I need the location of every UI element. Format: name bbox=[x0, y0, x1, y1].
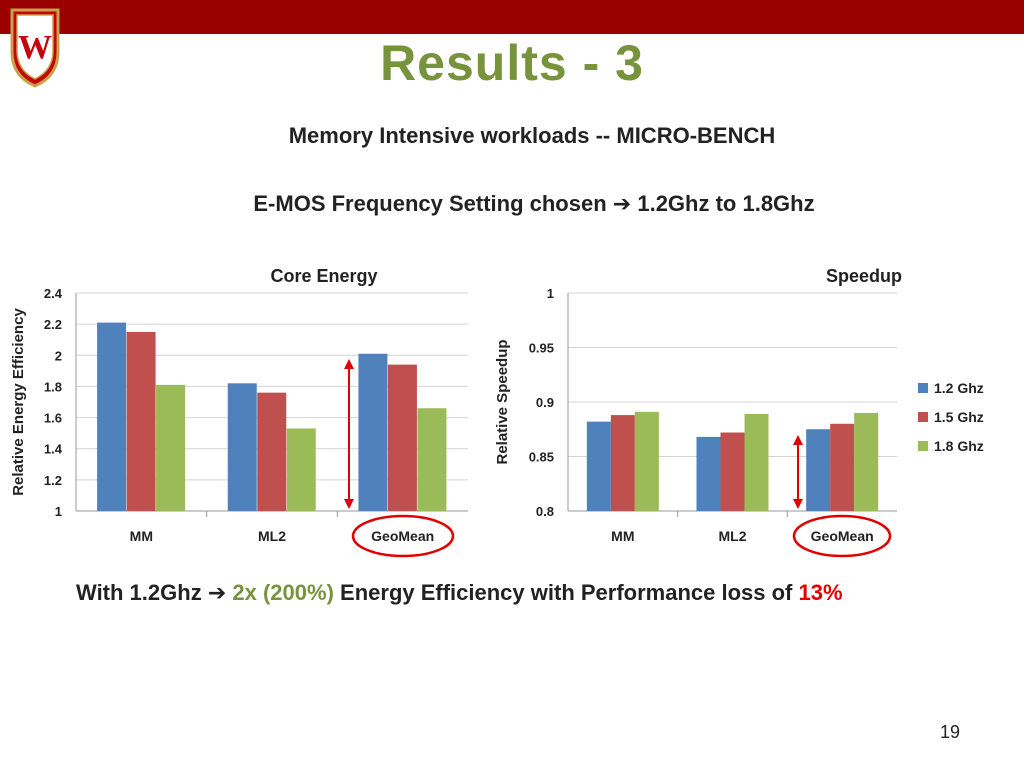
x-category-label: MM bbox=[130, 528, 153, 544]
red-ellipse-annotation bbox=[351, 514, 455, 558]
slide-title: Results - 3 bbox=[380, 35, 644, 91]
legend-label: 1.2 Ghz bbox=[934, 379, 984, 396]
subtitle-frequency-setting: E-MOS Frequency Setting chosen ➔ 1.2Ghz … bbox=[0, 191, 1024, 217]
bar-geomean-1-5-ghz bbox=[387, 364, 417, 511]
bar-geomean-1-5-ghz bbox=[830, 423, 855, 511]
y-axis-label: Relative Energy Efficiency bbox=[10, 308, 27, 496]
bar-mm-1-5-ghz bbox=[610, 415, 635, 511]
y-tick-label: 1.8 bbox=[44, 379, 62, 394]
right-arrow-icon: ➔ bbox=[612, 192, 632, 217]
x-category-label: ML2 bbox=[719, 528, 747, 544]
y-tick-label: 0.85 bbox=[529, 450, 554, 465]
bar-geomean-1-8-ghz bbox=[854, 412, 879, 511]
x-category-label: GeoMean bbox=[371, 528, 434, 544]
y-tick-label: 2.4 bbox=[44, 286, 63, 301]
legend-item: 1.2 Ghz bbox=[918, 373, 984, 402]
bar-mm-1-2-ghz bbox=[586, 421, 611, 511]
bar-ml2-1-2-ghz bbox=[696, 436, 721, 511]
y-tick-label: 2 bbox=[55, 348, 62, 363]
x-category-label: ML2 bbox=[258, 528, 286, 544]
conclusion-text: With 1.2Ghz ➔ 2x (200%) Energy Efficienc… bbox=[76, 580, 843, 606]
chart-title: Speedup bbox=[826, 266, 902, 286]
legend-swatch bbox=[918, 382, 928, 393]
subtitle-frequency-right: 1.2Ghz to 1.8Ghz bbox=[637, 191, 815, 216]
bar-geomean-1-8-ghz bbox=[417, 408, 447, 511]
subtitle-frequency-left: E-MOS Frequency Setting chosen bbox=[253, 191, 607, 216]
bar-ml2-1-2-ghz bbox=[227, 383, 257, 511]
top-bar bbox=[0, 0, 1024, 34]
bar-ml2-1-8-ghz bbox=[286, 428, 316, 511]
logo-letter: W bbox=[18, 29, 52, 66]
legend-label: 1.8 Ghz bbox=[934, 437, 984, 454]
red-ellipse-annotation bbox=[792, 514, 892, 558]
legend-item: 1.5 Ghz bbox=[918, 402, 984, 431]
y-tick-label: 0.8 bbox=[536, 504, 554, 519]
x-category-label: GeoMean bbox=[811, 528, 874, 544]
y-axis-label: Relative Speedup bbox=[494, 339, 511, 464]
conclusion-highlight-green: 2x (200%) bbox=[232, 580, 334, 605]
bar-ml2-1-8-ghz bbox=[744, 413, 769, 511]
page-number: 19 bbox=[940, 722, 961, 742]
speedup-legend: 1.2 Ghz 1.5 Ghz 1.8 Ghz bbox=[918, 373, 984, 460]
conclusion-highlight-red: 13% bbox=[798, 580, 843, 605]
bar-ml2-1-5-ghz bbox=[257, 392, 287, 511]
y-tick-label: 1.2 bbox=[44, 473, 62, 488]
y-tick-label: 1.4 bbox=[44, 442, 63, 457]
bar-geomean-1-2-ghz bbox=[358, 353, 388, 511]
right-arrow-icon: ➔ bbox=[207, 581, 227, 606]
bar-mm-1-8-ghz bbox=[156, 384, 186, 511]
core-energy-chart: 1 1.2 1.4 1.6 1.8 2 2.2 2.4 MM ML2 GeoMean Core Ene… bbox=[10, 266, 468, 558]
y-tick-label: 1.6 bbox=[44, 411, 62, 426]
bar-ml2-1-5-ghz bbox=[720, 432, 745, 511]
legend-label: 1.5 Ghz bbox=[934, 408, 984, 425]
bar-mm-1-5-ghz bbox=[126, 331, 156, 511]
legend-item: 1.8 Ghz bbox=[918, 431, 984, 460]
subtitle-workloads: Memory Intensive workloads -- MICRO-BENC… bbox=[288, 123, 776, 148]
speedup-chart: 0.8 0.85 0.9 0.95 1 MM ML2 GeoMean Speedup Relati… bbox=[494, 266, 902, 558]
x-category-label: MM bbox=[611, 528, 634, 544]
chart-title: Core Energy bbox=[270, 266, 377, 286]
bar-mm-1-8-ghz bbox=[634, 411, 659, 511]
y-tick-label: 0.95 bbox=[529, 341, 554, 356]
bar-mm-1-2-ghz bbox=[97, 322, 127, 511]
y-tick-label: 1 bbox=[547, 286, 554, 301]
y-tick-label: 2.2 bbox=[44, 317, 62, 332]
y-tick-label: 0.9 bbox=[536, 395, 554, 410]
university-crest-logo: W bbox=[10, 8, 60, 88]
legend-swatch bbox=[918, 411, 928, 422]
conclusion-part2: Energy Efficiency with Performance loss … bbox=[340, 580, 793, 605]
y-tick-label: 1 bbox=[55, 504, 62, 519]
bar-geomean-1-2-ghz bbox=[806, 429, 831, 511]
conclusion-part1: With 1.2Ghz bbox=[76, 580, 202, 605]
legend-swatch bbox=[918, 440, 928, 451]
